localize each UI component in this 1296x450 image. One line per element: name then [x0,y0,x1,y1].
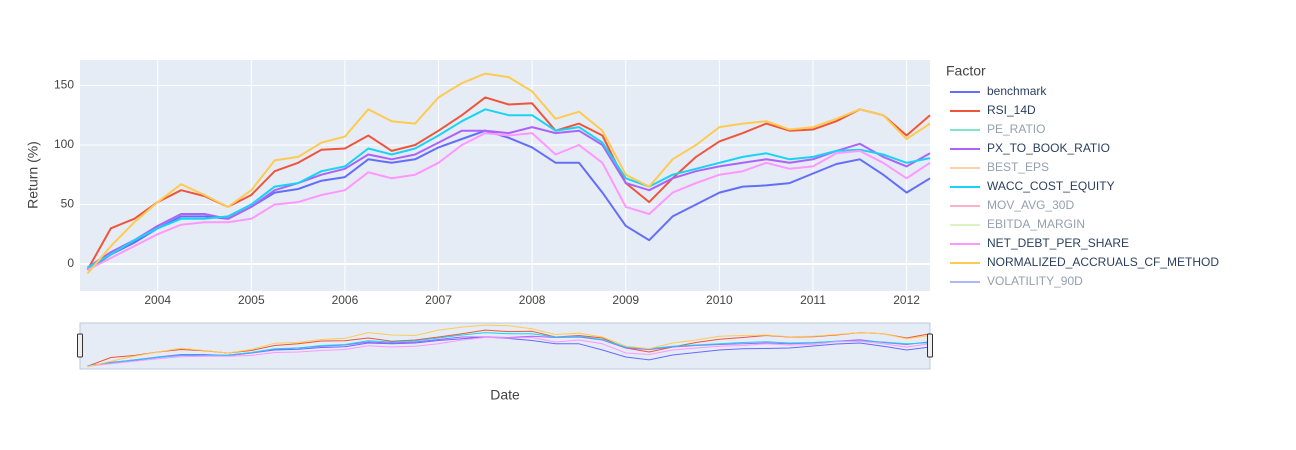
plot-area [80,60,930,291]
legend-label[interactable]: PX_TO_BOOK_RATIO [987,141,1110,155]
x-tick-label: 2007 [425,293,452,307]
legend-label[interactable]: benchmark [987,84,1047,98]
slider-handle[interactable] [77,333,83,358]
legend-label[interactable]: BEST_EPS [987,160,1049,174]
y-tick-label: 50 [61,197,75,211]
y-tick-label: 150 [54,78,74,92]
legend-title: Factor [946,63,986,79]
legend-label[interactable]: RSI_14D [987,103,1036,117]
line-series [87,108,931,269]
x-tick-label: 2012 [893,293,920,307]
legend-label[interactable]: NORMALIZED_ACCRUALS_CF_METHOD [987,255,1219,269]
legend-label[interactable]: NET_DEBT_PER_SHARE [987,236,1129,250]
line-series [87,132,931,271]
slider-line [87,324,931,368]
legend-label[interactable]: PE_RATIO [987,122,1045,136]
slider-line [87,337,931,367]
x-tick-label: 2005 [238,293,265,307]
slider-line [87,332,931,367]
x-tick-label: 2006 [332,293,359,307]
y-tick-label: 100 [54,137,74,151]
y-axis-label: Return (%) [25,141,41,209]
y-tick-label: 0 [67,256,74,270]
range-slider[interactable] [79,322,931,370]
legend-label[interactable]: WACC_COST_EQUITY [987,179,1115,193]
x-tick-label: 2011 [800,293,826,307]
legend-label[interactable]: EBITDA_MARGIN [987,217,1085,231]
x-tick-label: 2009 [612,293,639,307]
line-series [86,72,931,275]
slider-handle[interactable] [927,333,933,358]
x-tick-label: 2010 [706,293,733,307]
legend-label[interactable]: VOLATILITY_90D [987,274,1083,288]
legend-label[interactable]: MOV_AVG_30D [987,198,1074,212]
line-series [86,126,931,269]
x-axis-label: Date [490,387,520,403]
x-tick-label: 2008 [519,293,546,307]
x-tick-label: 2004 [144,293,171,307]
